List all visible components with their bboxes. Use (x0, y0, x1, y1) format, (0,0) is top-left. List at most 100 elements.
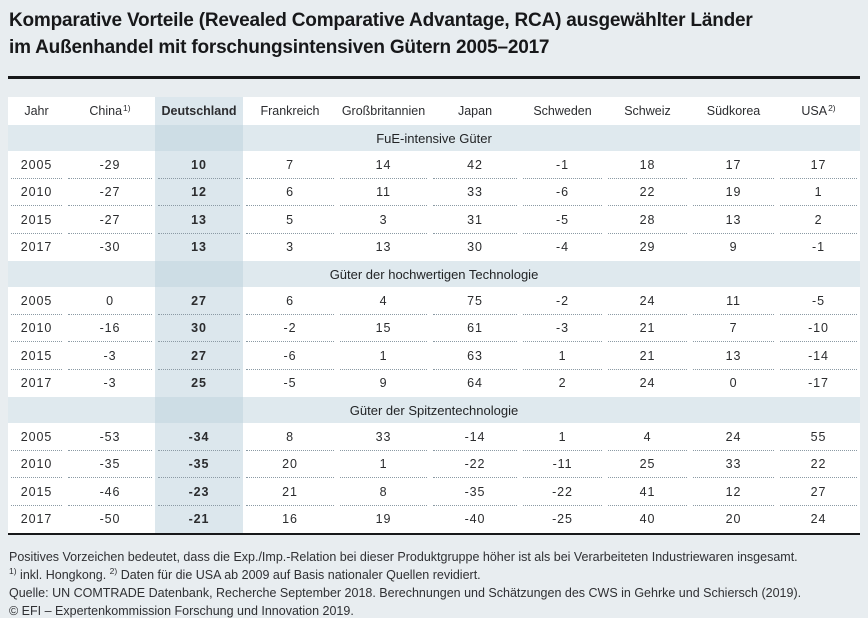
value-cell-frankreich: -2 (243, 315, 337, 343)
column-header-jahr: Jahr (8, 97, 65, 125)
value-cell-schweden: -1 (520, 151, 605, 179)
column-header-label: Großbritannien (341, 104, 426, 118)
value-cell-china: -53 (65, 423, 155, 451)
value-cell-usa: 27 (777, 478, 860, 506)
table-row-g-ter-der-hochwertigen-technologie-2005: 2005 0 27 6 4 75 -2 24 11 -5 (8, 287, 860, 315)
value-cell-usa: -14 (777, 342, 860, 370)
column-header-label: Frankreich (260, 104, 320, 118)
value-cell-japan: -40 (464, 512, 486, 527)
value-cell-schweden: -5 (520, 206, 605, 234)
value-cell-grossbritannien: 19 (375, 512, 392, 527)
value-cell-usa: -10 (777, 315, 860, 343)
value-cell-suedkorea: 12 (690, 478, 777, 506)
column-header-schweiz: Schweiz (605, 97, 690, 125)
value-cell-frankreich: -5 (283, 376, 297, 391)
table-row-g-ter-der-spitzentechnologie-2017: 2017 -50 -21 16 19 -40 -25 40 20 24 (8, 505, 860, 533)
column-header-label: Jahr (24, 104, 49, 118)
section-band-2: Güter der Spitzentechnologie (8, 397, 860, 423)
value-cell-schweden: -2 (520, 287, 605, 315)
section-label: Güter der hochwertigen Technologie (329, 266, 539, 282)
value-cell-deutschland: 27 (155, 342, 243, 370)
year-cell: 2017 (20, 376, 53, 391)
value-cell-deutschland: 10 (155, 151, 243, 179)
value-cell-japan: -35 (430, 478, 520, 506)
column-header-schweden: Schweden (520, 97, 605, 125)
year-cell: 2005 (8, 287, 65, 315)
value-cell-frankreich: 5 (243, 206, 337, 234)
footnote-2-marker: 2) (109, 565, 118, 576)
bottom-rule (8, 533, 860, 535)
column-header-deutschland: Deutschland (155, 97, 243, 125)
table-row-g-ter-der-hochwertigen-technologie-2017: 2017 -3 25 -5 9 64 2 24 0 -17 (8, 369, 860, 397)
value-cell-schweiz: 24 (605, 287, 690, 315)
value-cell-frankreich: 3 (286, 240, 294, 255)
figure-title-line1: Komparative Vorteile (Revealed Comparati… (9, 10, 753, 31)
value-cell-deutschland: -23 (155, 478, 243, 506)
value-cell-suedkorea: 7 (690, 315, 777, 343)
value-cell-schweden: 2 (558, 376, 567, 391)
value-cell-grossbritannien: 8 (337, 478, 430, 506)
column-header-label: Deutschland (161, 104, 237, 118)
value-cell-suedkorea: 9 (729, 240, 738, 255)
table-row-fue-intensive-g-ter-2010: 2010 -27 12 6 11 33 -6 22 19 1 (8, 178, 860, 207)
value-cell-schweden: -25 (552, 512, 573, 527)
column-header-suedkorea: Südkorea (690, 97, 777, 125)
section-band-1: Güter der hochwertigen Technologie (8, 261, 860, 287)
value-cell-schweiz: 4 (605, 423, 690, 451)
rca-table: Jahr China 1) Deutschland Frankreich Großbrit… (8, 97, 860, 533)
value-cell-deutschland: 12 (155, 178, 243, 206)
value-cell-grossbritannien: 3 (337, 206, 430, 234)
value-cell-grossbritannien: 4 (337, 287, 430, 315)
figure-title-line2: im Außenhandel mit forschungsintensiven … (9, 37, 550, 58)
value-cell-schweden: -22 (520, 478, 605, 506)
value-cell-frankreich: 21 (243, 478, 337, 506)
value-cell-suedkorea: 0 (729, 376, 738, 391)
value-cell-usa: 55 (777, 423, 860, 451)
column-header-china: China 1) (89, 103, 131, 118)
year-cell: 2010 (8, 179, 65, 207)
value-cell-china: 0 (65, 287, 155, 315)
table-row-g-ter-der-spitzentechnologie-2010: 2010 -35 -35 20 1 -22 -11 25 33 22 (8, 450, 860, 479)
value-cell-suedkorea: 24 (690, 423, 777, 451)
year-cell: 2005 (8, 151, 65, 179)
value-cell-usa: -17 (808, 376, 829, 391)
value-cell-japan: 33 (430, 179, 520, 207)
value-cell-suedkorea: 19 (690, 179, 777, 207)
value-cell-schweiz: 25 (605, 451, 690, 479)
value-cell-frankreich: 16 (282, 512, 298, 527)
year-cell: 2017 (20, 512, 53, 527)
value-cell-china: -35 (65, 451, 155, 479)
value-cell-deutschland: 25 (155, 369, 243, 397)
value-cell-china: -30 (99, 240, 121, 255)
value-cell-usa: 1 (777, 179, 860, 207)
value-cell-japan: 75 (430, 287, 520, 315)
column-header-label: Japan (457, 104, 493, 118)
copyright-line: © EFI – Expertenkommission Forschung und… (9, 604, 354, 618)
note-positive-sign: Positives Vorzeichen bedeutet, dass die … (9, 550, 798, 564)
year-cell: 2015 (8, 206, 65, 234)
value-cell-frankreich: -6 (243, 342, 337, 370)
top-rule (8, 76, 860, 79)
value-cell-japan: 42 (430, 151, 520, 179)
value-cell-schweiz: 24 (639, 376, 656, 391)
deutschland-column-overlay (155, 397, 243, 423)
value-cell-japan: 64 (467, 376, 483, 391)
column-header-japan: Japan (430, 97, 520, 125)
value-cell-schweiz: 40 (639, 512, 656, 527)
value-cell-china: -3 (103, 376, 117, 391)
column-header-label: Südkorea (706, 104, 761, 118)
value-cell-schweden: -4 (556, 240, 569, 255)
value-cell-china: -50 (99, 512, 121, 527)
value-cell-china: -16 (65, 315, 155, 343)
value-cell-grossbritannien: 9 (379, 376, 388, 391)
year-cell: 2005 (8, 423, 65, 451)
value-cell-japan: -22 (430, 451, 520, 479)
source-line: Quelle: UN COMTRADE Datenbank, Recherche… (9, 586, 802, 600)
value-cell-china: -27 (65, 179, 155, 207)
footnote-1-marker: 1) (9, 565, 17, 576)
value-cell-schweden: -3 (520, 315, 605, 343)
value-cell-suedkorea: 11 (690, 287, 777, 315)
column-header-grossbritannien: Großbritannien (337, 97, 430, 125)
value-cell-schweiz: 18 (605, 151, 690, 179)
value-cell-schweiz: 21 (605, 315, 690, 343)
